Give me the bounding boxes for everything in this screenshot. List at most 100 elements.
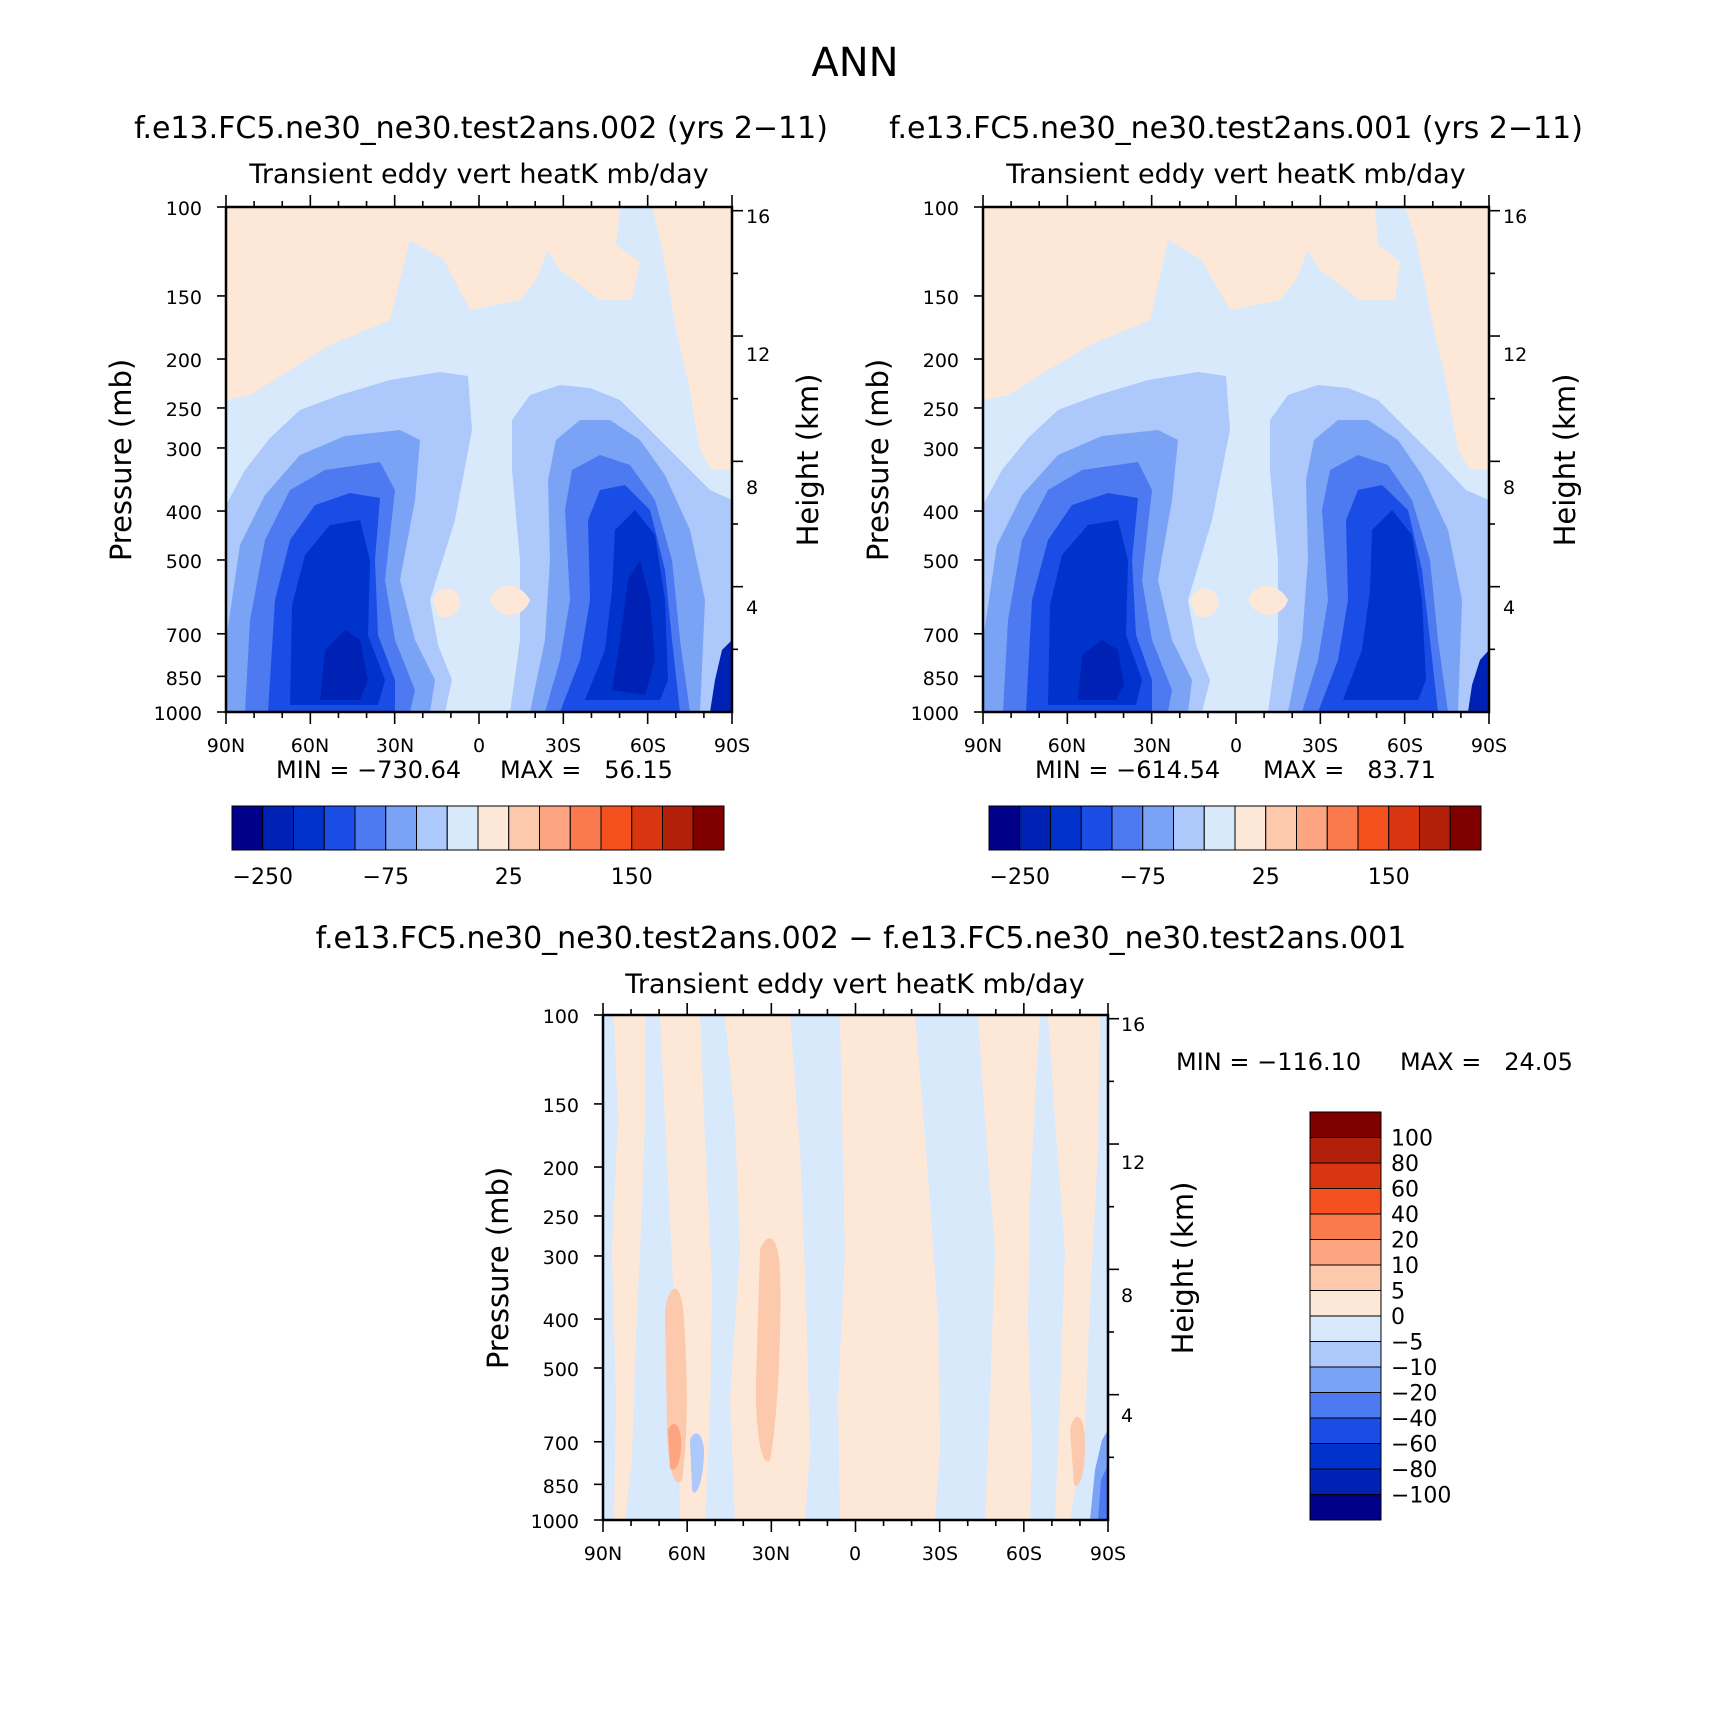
y2-tick-label: 16 [746, 206, 770, 228]
colorbar-swatch [569, 805, 602, 851]
y-tick-label: 200 [923, 350, 959, 372]
colorbar-swatch [1309, 1290, 1382, 1317]
x-tick-label: 30N [1133, 735, 1171, 757]
colorbar-swatch [662, 805, 694, 851]
diff-positive-band-4 [838, 1015, 940, 1520]
colorbar-swatch [354, 805, 387, 851]
colorbar-swatch [1388, 805, 1420, 851]
colorbar-swatch [1309, 1417, 1382, 1444]
x-tick-label: 60S [630, 735, 666, 757]
x-tick-label: 30N [376, 735, 414, 757]
plot-area [981, 205, 1491, 714]
colorbar-swatch [1309, 1443, 1382, 1470]
diff-positive-band-2 [660, 1015, 712, 1520]
y-tick-label: 250 [543, 1207, 579, 1229]
colorbar-swatch [1142, 805, 1174, 851]
colorbar-label: 80 [1391, 1152, 1419, 1177]
diff-negative-polar-sh-core [1098, 1465, 1108, 1520]
y-tick-label: 500 [166, 551, 202, 573]
y-tick-label: 250 [923, 399, 959, 421]
colorbar-swatch [293, 805, 325, 851]
colorbar-swatch [508, 805, 540, 851]
contour-field [983, 207, 1489, 712]
x-tick-label: 30S [922, 1543, 958, 1565]
colorbar-swatch [1309, 1162, 1382, 1189]
y-tick-label: 500 [543, 1359, 579, 1381]
y-tick-label: 150 [923, 287, 959, 309]
y-tick-label: 150 [543, 1095, 579, 1117]
contour-polar-sh [1468, 650, 1489, 712]
colorbar-swatch [1019, 805, 1051, 851]
diff-positive-band-5 [978, 1015, 1040, 1520]
panel-subtitle: Transient eddy vert heatK mb/day [1005, 159, 1465, 190]
colorbar-swatch [1111, 805, 1144, 851]
diff-positive-5-subtropic [755, 1238, 781, 1462]
y-axis-right: 16 12 8 4 Height (km) [746, 206, 825, 619]
panel-subtitle: Transient eddy vert heatK mb/day [624, 969, 1084, 1000]
figure-title: ANN [811, 40, 898, 86]
tick-marks [974, 195, 1500, 724]
y2-tick-label: 4 [1503, 597, 1515, 619]
colorbar-swatch [1265, 805, 1297, 851]
colorbar-swatch [1309, 1111, 1382, 1138]
colorbar-swatch [1326, 805, 1359, 851]
colorbar-swatch [385, 805, 417, 851]
x-axis: 90N 60N 30N 0 30S 60S 90S [964, 735, 1507, 757]
x-tick-label: 60N [1048, 735, 1086, 757]
tick-marks [217, 195, 743, 724]
x-axis: 90N 60N 30N 0 30S 60S 90S [584, 1543, 1126, 1565]
colorbar-swatch [1419, 805, 1451, 851]
colorbar-swatch [1309, 1494, 1382, 1521]
colorbar-swatch [1309, 1137, 1382, 1164]
colorbar-swatch [262, 805, 294, 851]
colorbar-swatch [1449, 805, 1482, 851]
colorbar-label: −20 [1391, 1382, 1437, 1407]
x-tick-label: 90S [714, 735, 750, 757]
colorbar-swatch [1357, 805, 1390, 851]
y-tick-label: 850 [923, 668, 959, 690]
x-tick-label: 90N [964, 735, 1002, 757]
colorbar-label: 60 [1391, 1178, 1419, 1203]
x-tick-label: 30N [752, 1543, 790, 1565]
x-tick-label: 0 [473, 735, 485, 757]
panel-run-001: f.e13.FC5.ne30_ne30.test2ans.001 (yrs 2−… [861, 111, 1583, 890]
y-tick-label: 300 [166, 439, 202, 461]
colorbar-swatch [1309, 1341, 1382, 1368]
colorbar-horizontal: −250 −75 25 150 [988, 805, 1482, 890]
y-tick-label: 700 [923, 625, 959, 647]
plot-area [601, 1013, 1110, 1522]
y2-tick-label: 12 [1121, 1152, 1145, 1174]
colorbar-swatch [631, 805, 663, 851]
max-label: MAX = 56.15 [500, 756, 673, 784]
y-axis-left: 100 150 200 250 300 400 500 700 850 1000… [861, 198, 959, 725]
tick-marks [594, 1003, 1119, 1532]
y2-tick-label: 4 [746, 597, 758, 619]
colorbar-label: −80 [1391, 1458, 1437, 1483]
x-tick-label: 90N [584, 1543, 622, 1565]
x-tick-label: 60N [668, 1543, 706, 1565]
y2-axis-title: Height (km) [1548, 374, 1582, 547]
contour-positive-upper [226, 207, 640, 400]
colorbar-label: −250 [233, 865, 293, 890]
y2-tick-label: 16 [1503, 206, 1527, 228]
y2-axis-title: Height (km) [1166, 1182, 1200, 1355]
panel-difference: f.e13.FC5.ne30_ne30.test2ans.002 − f.e13… [316, 921, 1573, 1565]
colorbar-horizontal: −250 −75 25 150 [231, 805, 725, 890]
contour-m200-nh [1078, 640, 1124, 700]
colorbar-label: 10 [1391, 1254, 1419, 1279]
y-tick-label: 1000 [154, 703, 202, 725]
contour-positive-upper-right [652, 207, 732, 470]
colorbar-label: −40 [1391, 1407, 1437, 1432]
colorbar-label: −75 [1120, 865, 1166, 890]
min-label: MIN = −614.54 [1035, 756, 1220, 784]
colorbar-swatch [1080, 805, 1113, 851]
colorbar-swatch [1309, 1213, 1382, 1240]
x-tick-label: 90N [207, 735, 245, 757]
y2-tick-label: 16 [1121, 1014, 1145, 1036]
panel-run-002: f.e13.FC5.ne30_ne30.test2ans.002 (yrs 2−… [104, 111, 828, 890]
colorbar-label: −250 [990, 865, 1050, 890]
diff-positive-10-nh [668, 1424, 682, 1470]
contour-positive-blob-1 [433, 588, 461, 618]
x-tick-label: 60S [1006, 1543, 1042, 1565]
y-axis-title: Pressure (mb) [861, 359, 895, 561]
